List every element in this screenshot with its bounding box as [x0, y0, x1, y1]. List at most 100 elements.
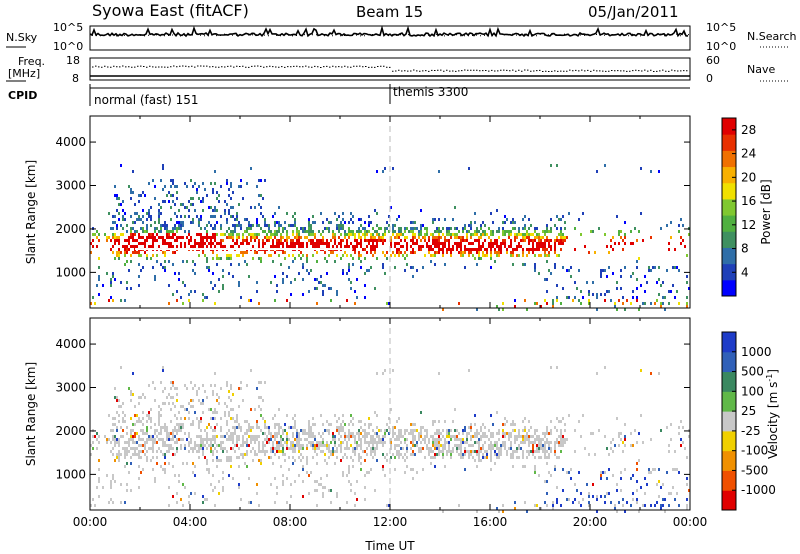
power-cell [172, 233, 174, 236]
velocity-cell [460, 450, 462, 453]
velocity-cell [650, 372, 652, 375]
power-cell [406, 242, 408, 245]
power-cell [496, 245, 498, 248]
velocity-cell [344, 453, 346, 456]
power-cell [298, 233, 300, 236]
velocity-cell [396, 438, 398, 441]
velocity-cell [168, 432, 170, 435]
power-cell [530, 239, 532, 242]
velocity-cell [224, 402, 226, 405]
velocity-cell [688, 435, 690, 438]
velocity-cell [152, 444, 154, 447]
velocity-cell [174, 441, 176, 444]
power-cell [228, 254, 230, 257]
velocity-cell [496, 444, 498, 447]
power-cell [616, 215, 618, 218]
velocity-cell [336, 492, 338, 495]
power-cell [664, 296, 666, 299]
velocity-cell [520, 435, 522, 438]
velocity-cell [158, 414, 160, 417]
power-cell [660, 227, 662, 230]
power-cell [370, 245, 372, 248]
power-cell [198, 218, 200, 221]
colorbar-tick-label: 24 [741, 147, 756, 161]
velocity-cell [426, 432, 428, 435]
velocity-cell [436, 429, 438, 432]
velocity-cell [424, 429, 426, 432]
power-cell [202, 251, 204, 254]
velocity-cell [372, 447, 374, 450]
velocity-cell [96, 486, 98, 489]
power-cell [246, 230, 248, 233]
power-cell [354, 290, 356, 293]
power-cell [494, 248, 496, 251]
power-cell [320, 239, 322, 242]
velocity-cell [636, 489, 638, 492]
velocity-cell [276, 444, 278, 447]
power-cell [308, 290, 310, 293]
velocity-cell [146, 420, 148, 423]
power-cell [348, 221, 350, 224]
power-cell [358, 227, 360, 230]
power-cell [390, 242, 392, 245]
power-cell [546, 254, 548, 257]
colorbar-tick-label: 4 [741, 265, 749, 279]
velocity-cell [536, 444, 538, 447]
velocity-cell [398, 444, 400, 447]
velocity-cell [570, 477, 572, 480]
power-cell [208, 269, 210, 272]
velocity-cell [448, 441, 450, 444]
power-cell [164, 224, 166, 227]
power-cell [276, 221, 278, 224]
power-cell [366, 269, 368, 272]
velocity-cell [196, 390, 198, 393]
power-cell [246, 242, 248, 245]
velocity-cell [98, 441, 100, 444]
power-cell [632, 296, 634, 299]
velocity-cell [198, 426, 200, 429]
velocity-cell [426, 444, 428, 447]
power-cell [214, 284, 216, 287]
velocity-cell [426, 429, 428, 432]
velocity-cell [222, 435, 224, 438]
power-cell [432, 236, 434, 239]
velocity-cell [462, 456, 464, 459]
power-cell [476, 239, 478, 242]
velocity-cell [604, 495, 606, 498]
velocity-cell [410, 447, 412, 450]
velocity-cell [398, 429, 400, 432]
velocity-cell [116, 441, 118, 444]
velocity-cell [560, 429, 562, 432]
velocity-cell [554, 426, 556, 429]
power-cell [390, 245, 392, 248]
velocity-cell [504, 435, 506, 438]
velocity-cell [250, 450, 252, 453]
velocity-cell [170, 408, 172, 411]
power-cell [390, 206, 392, 209]
velocity-cell [258, 504, 260, 507]
velocity-cell [246, 441, 248, 444]
velocity-cell [418, 447, 420, 450]
power-cell [504, 239, 506, 242]
velocity-cell [544, 450, 546, 453]
power-cell [596, 170, 598, 173]
power-cell [444, 236, 446, 239]
power-cell [282, 227, 284, 230]
power-cell [486, 251, 488, 254]
velocity-cell [214, 408, 216, 411]
velocity-cell [436, 453, 438, 456]
power-cell [536, 302, 538, 305]
velocity-cell [318, 483, 320, 486]
power-cell [230, 233, 232, 236]
velocity-cell [218, 480, 220, 483]
velocity-cell [198, 423, 200, 426]
power-cell [556, 284, 558, 287]
velocity-cell [248, 429, 250, 432]
power-cell [528, 242, 530, 245]
power-cell [168, 233, 170, 236]
velocity-cell [132, 423, 134, 426]
velocity-cell [546, 504, 548, 507]
power-cell [410, 266, 412, 269]
velocity-cell [348, 471, 350, 474]
power-cell [658, 266, 660, 269]
